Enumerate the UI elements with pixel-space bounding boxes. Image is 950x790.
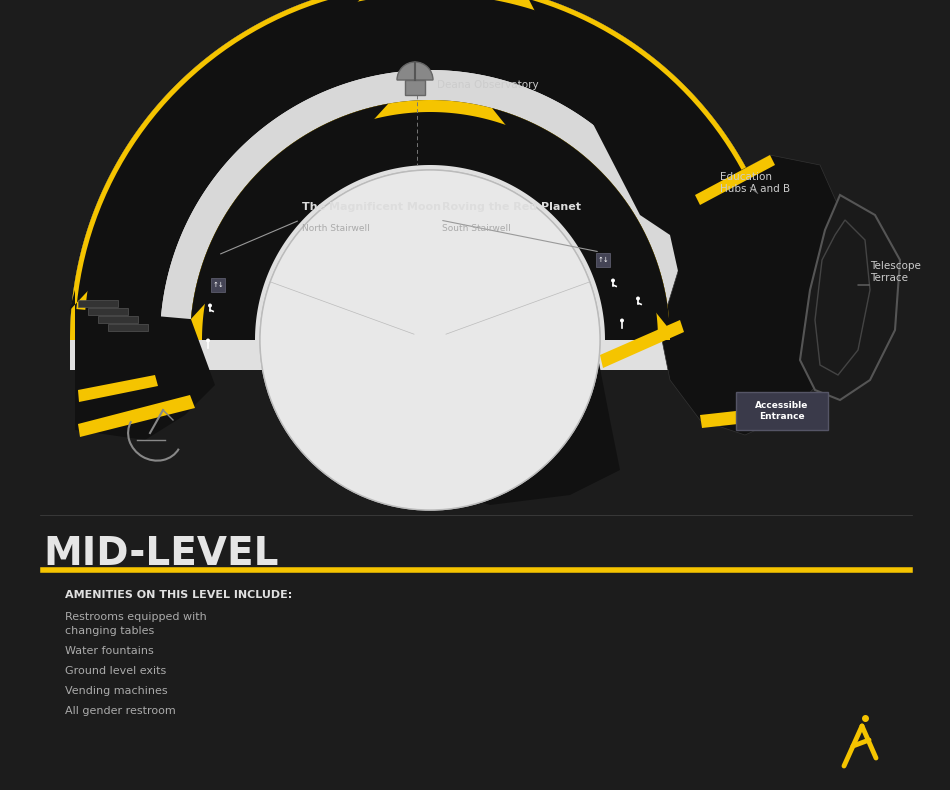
Polygon shape <box>70 0 790 340</box>
Bar <box>98 316 138 323</box>
Bar <box>405 80 425 95</box>
Polygon shape <box>190 100 670 340</box>
Text: MID-LEVEL: MID-LEVEL <box>43 535 278 573</box>
Text: Water fountains: Water fountains <box>65 646 154 656</box>
Bar <box>88 308 128 315</box>
Bar <box>596 253 610 267</box>
Text: ↑↓: ↑↓ <box>212 282 224 288</box>
Polygon shape <box>160 70 700 340</box>
Circle shape <box>636 296 640 300</box>
Text: Telescope
Terrace: Telescope Terrace <box>870 261 921 283</box>
Bar <box>211 278 225 292</box>
Text: Restrooms equipped with: Restrooms equipped with <box>65 612 207 622</box>
Text: North Stairwell: North Stairwell <box>302 224 370 233</box>
Bar <box>78 300 118 307</box>
Polygon shape <box>69 0 389 440</box>
Circle shape <box>620 318 624 322</box>
Polygon shape <box>285 345 595 358</box>
Polygon shape <box>700 405 792 428</box>
Text: Ground level exits: Ground level exits <box>65 666 166 676</box>
Text: Deana Observatory: Deana Observatory <box>437 80 539 90</box>
Polygon shape <box>78 395 195 437</box>
Polygon shape <box>78 375 158 402</box>
Bar <box>108 324 148 331</box>
Text: South Stairwell: South Stairwell <box>442 224 511 233</box>
Circle shape <box>208 303 212 307</box>
Circle shape <box>611 279 615 283</box>
Polygon shape <box>190 100 670 340</box>
Text: Roving the Red Planet: Roving the Red Planet <box>442 202 581 212</box>
Text: Education
Hubs A and B: Education Hubs A and B <box>720 172 790 194</box>
Polygon shape <box>695 155 775 205</box>
Text: changing tables: changing tables <box>65 626 154 636</box>
FancyBboxPatch shape <box>736 392 828 430</box>
Polygon shape <box>800 195 900 400</box>
Polygon shape <box>70 0 790 370</box>
Circle shape <box>260 170 600 510</box>
Text: AMENITIES ON THIS LEVEL INCLUDE:: AMENITIES ON THIS LEVEL INCLUDE: <box>65 590 293 600</box>
Polygon shape <box>285 342 620 505</box>
Text: Vending machines: Vending machines <box>65 686 167 696</box>
Text: Accessible
Entrance: Accessible Entrance <box>755 401 808 421</box>
Circle shape <box>260 170 600 510</box>
Polygon shape <box>660 155 845 435</box>
Text: All gender restroom: All gender restroom <box>65 706 176 716</box>
Polygon shape <box>70 0 790 340</box>
Circle shape <box>206 339 210 343</box>
Wedge shape <box>397 62 433 80</box>
Text: The Magnificent Moon: The Magnificent Moon <box>302 202 441 212</box>
Polygon shape <box>492 0 784 330</box>
Text: ↑↓: ↑↓ <box>598 257 609 263</box>
Polygon shape <box>600 320 684 368</box>
